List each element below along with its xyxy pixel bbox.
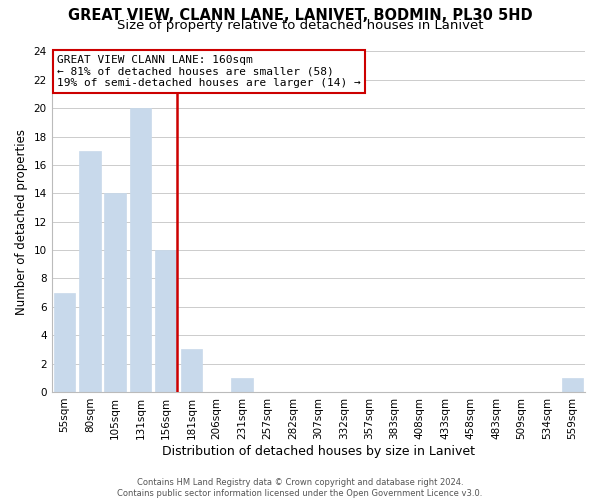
Bar (562, 378, 583, 392)
Bar (181, 350, 202, 392)
Y-axis label: Number of detached properties: Number of detached properties (15, 128, 28, 314)
Text: GREAT VIEW, CLANN LANE, LANIVET, BODMIN, PL30 5HD: GREAT VIEW, CLANN LANE, LANIVET, BODMIN,… (68, 8, 532, 22)
Bar (53, 292, 75, 392)
Text: Contains HM Land Registry data © Crown copyright and database right 2024.
Contai: Contains HM Land Registry data © Crown c… (118, 478, 482, 498)
Text: Size of property relative to detached houses in Lanivet: Size of property relative to detached ho… (117, 19, 483, 32)
X-axis label: Distribution of detached houses by size in Lanivet: Distribution of detached houses by size … (162, 444, 475, 458)
Bar (79, 151, 101, 392)
Bar (232, 378, 253, 392)
Text: GREAT VIEW CLANN LANE: 160sqm
← 81% of detached houses are smaller (58)
19% of s: GREAT VIEW CLANN LANE: 160sqm ← 81% of d… (57, 55, 361, 88)
Bar (155, 250, 177, 392)
Bar (130, 108, 151, 392)
Bar (104, 194, 126, 392)
